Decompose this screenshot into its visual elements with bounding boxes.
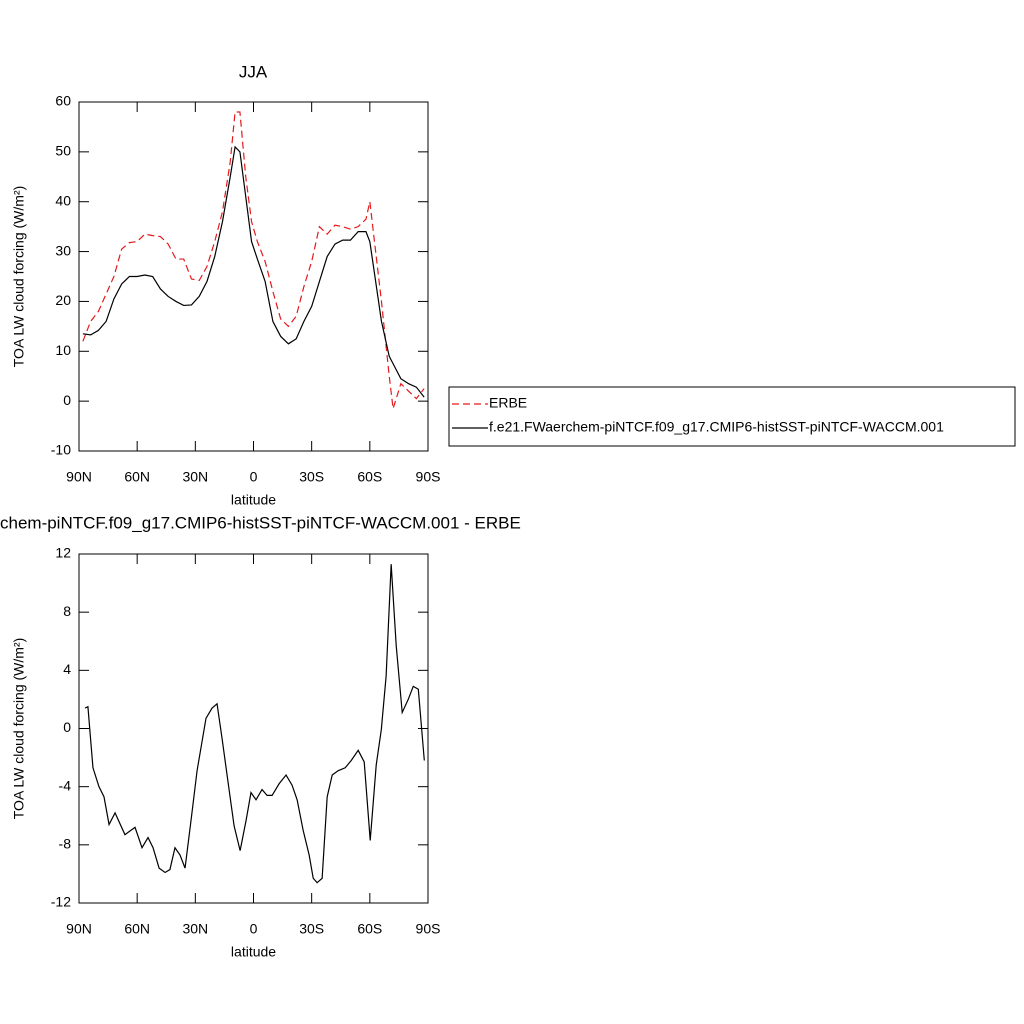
y-tick-label: 30 [55,242,71,258]
x-axis-title: latitude [231,492,276,508]
x-tick-label: 30S [299,921,324,937]
y-tick-label: -4 [59,777,72,793]
chart-title: chem-piNTCF.f09_g17.CMIP6-histSST-piNTCF… [0,513,521,532]
x-tick-label: 90S [416,469,441,485]
y-tick-label: 0 [63,392,71,408]
x-axis-title: latitude [231,944,276,960]
y-tick-label: 50 [55,143,71,159]
x-tick-label: 60N [124,469,150,485]
y-tick-label: 10 [55,342,71,358]
legend-label: ERBE [489,395,527,411]
x-tick-label: 60N [124,921,150,937]
data-line [82,145,425,398]
x-tick-label: 30N [182,469,208,485]
x-tick-label: 0 [250,469,258,485]
y-axis-title: TOA LW cloud forcing (W/m²) [11,186,27,368]
x-tick-label: 90S [416,921,441,937]
legend-label: f.e21.FWaerchem-piNTCF.f09_g17.CMIP6-his… [489,419,944,435]
x-tick-label: 90N [66,921,92,937]
x-tick-label: 90N [66,469,92,485]
y-tick-label: -10 [51,442,71,458]
legend-box [448,386,1016,447]
y-tick-label: 20 [55,292,71,308]
data-line [82,111,425,409]
y-tick-label: -8 [59,836,72,852]
y-tick-label: 12 [55,545,71,561]
y-tick-label: 4 [63,661,71,677]
y-tick-label: 40 [55,192,71,208]
x-tick-label: 30S [299,469,324,485]
y-tick-label: -12 [51,894,71,910]
plot-frame [78,553,429,904]
y-tick-label: 0 [63,719,71,735]
y-tick-label: 8 [63,603,71,619]
x-tick-label: 60S [357,469,382,485]
x-tick-label: 60S [357,921,382,937]
x-tick-label: 0 [250,921,258,937]
chart-title: JJA [239,62,268,81]
y-tick-label: 60 [55,93,71,109]
y-axis-title: TOA LW cloud forcing (W/m²) [11,638,27,820]
data-line [84,564,425,884]
x-tick-label: 30N [182,921,208,937]
